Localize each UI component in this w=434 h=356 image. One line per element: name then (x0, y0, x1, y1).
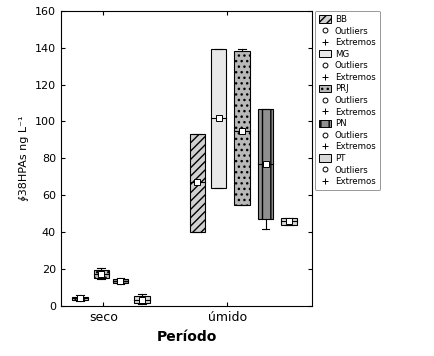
Bar (211, 49, 226, 188)
X-axis label: Período: Período (156, 330, 217, 344)
Bar (190, 135, 205, 232)
Bar (134, 296, 149, 303)
Bar (72, 297, 88, 300)
Y-axis label: ∲38HPAs ng L⁻¹: ∲38HPAs ng L⁻¹ (19, 116, 29, 201)
Bar (234, 51, 250, 205)
Bar (94, 270, 109, 278)
Bar (258, 109, 273, 219)
Legend: BB, Outliers, Extremos, MG, Outliers, Extremos, PRJ, Outliers, Extremos, PN, Out: BB, Outliers, Extremos, MG, Outliers, Ex… (315, 11, 380, 190)
Bar (281, 219, 297, 225)
Bar (113, 279, 128, 283)
